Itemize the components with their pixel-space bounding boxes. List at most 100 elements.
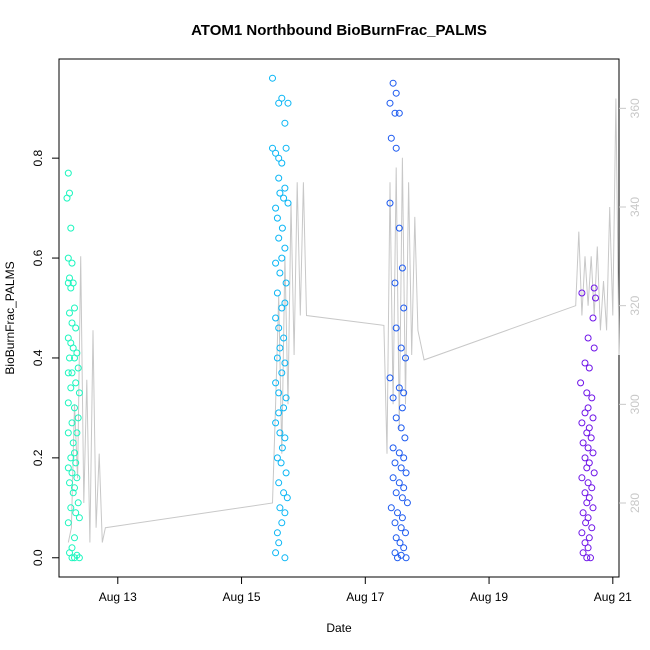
scatter-point [281,184,289,192]
scatter-point [71,354,78,362]
y2-tick-label: 280 [628,493,642,513]
scatter-point [387,504,395,512]
scatter-point [66,479,73,487]
scatter-point [280,489,288,497]
y-tick-label: 0.8 [31,149,45,166]
y2-axis: 280 300 320 340 360 [619,98,642,513]
scatter-point [394,554,401,562]
scatter-point [583,554,591,562]
scatter-point [75,389,83,397]
scatter-point [71,404,78,412]
scatter-point [391,459,399,467]
scatter-point [389,79,397,87]
scatter-point [588,524,596,532]
scatter-point [272,259,280,267]
scatter-point [67,384,75,392]
scatter-point [64,369,72,377]
x-tick-label: Aug 19 [470,590,508,604]
scatter-point [67,504,75,512]
scatter-point [392,144,400,152]
scatter-point [579,509,587,517]
scatter-point [392,489,400,497]
scatter-point [581,539,589,547]
scatter-point [273,354,281,362]
scatter-point [273,289,281,297]
scatter-point [278,519,286,527]
scatter-point [275,479,283,487]
scatter-point [400,304,408,312]
scatter-point [391,109,399,117]
scatter-point [398,264,406,272]
scatter-point [281,299,289,307]
scatter-point [584,479,592,487]
y-tick-label: 0.4 [31,349,45,366]
secondary-series-line [67,98,620,543]
scatter-point [282,144,290,152]
y-axis: 0.0 0.2 0.4 0.6 0.8 [31,149,59,566]
scatter-point [582,519,590,527]
scatter-point [400,484,408,492]
scatter-point [275,154,283,162]
scatter-point [578,529,586,537]
scatter-point [392,414,400,422]
scatter-point [281,509,289,517]
scatter-point [67,224,75,232]
scatter-point [68,369,76,377]
scatter-point [395,224,403,232]
scatter-point [579,549,587,557]
scatter-point [64,169,72,177]
scatter-point [67,284,75,292]
y-tick-label: 0.6 [31,249,45,266]
scatter-point [395,384,403,392]
scatter-point [401,434,409,442]
scatter-point [392,89,400,97]
y2-tick-label: 360 [628,98,642,118]
scatter-point [389,394,397,402]
scatter-point [578,474,586,482]
scatter-point [69,489,77,497]
x-axis-label: Date [326,621,352,635]
scatter-point [69,439,77,447]
scatter-point [71,484,78,492]
scatter-point [68,469,76,477]
scatter-point [64,399,72,407]
scatter-point [278,369,286,377]
x-axis: Aug 13 Aug 15 Aug 17 Aug 19 Aug 21 [99,577,632,604]
scatter-point [389,474,397,482]
scatter-point [583,429,591,437]
scatter-point [278,159,286,167]
scatter-point [64,519,72,527]
scatter-point [277,459,285,467]
scatter-point [276,189,284,197]
scatter-point [273,454,281,462]
scatter-point [394,509,401,517]
scatter-point [397,464,405,472]
scatter-point [587,434,595,442]
scatter-point [588,484,596,492]
scatter-point [391,279,399,287]
scatter-point [585,364,593,372]
scatter-point [71,554,78,562]
scatter-point [389,444,397,452]
scatter-point [583,499,591,507]
scatter-point [276,344,284,352]
scatter-point [584,544,592,552]
scatter-point [73,474,81,482]
scatter-point [592,294,599,302]
scatter-point [64,429,72,437]
y-tick-label: 0.0 [31,549,45,566]
y2-tick-label: 320 [628,295,642,315]
scatter-point [74,499,82,507]
scatter-point [398,514,406,522]
scatter-point [69,344,77,352]
scatter-point [276,429,284,437]
scatter-point [400,544,408,552]
scatter-point [278,224,286,232]
scatter-point [283,494,291,502]
chart-title: ATOM1 Northbound BioBurnFrac_PALMS [191,22,487,39]
scatter-point [275,99,283,107]
scatter-point [67,454,75,462]
scatter-point [281,119,289,127]
scatter-point [272,314,280,322]
scatter-point [386,99,394,107]
